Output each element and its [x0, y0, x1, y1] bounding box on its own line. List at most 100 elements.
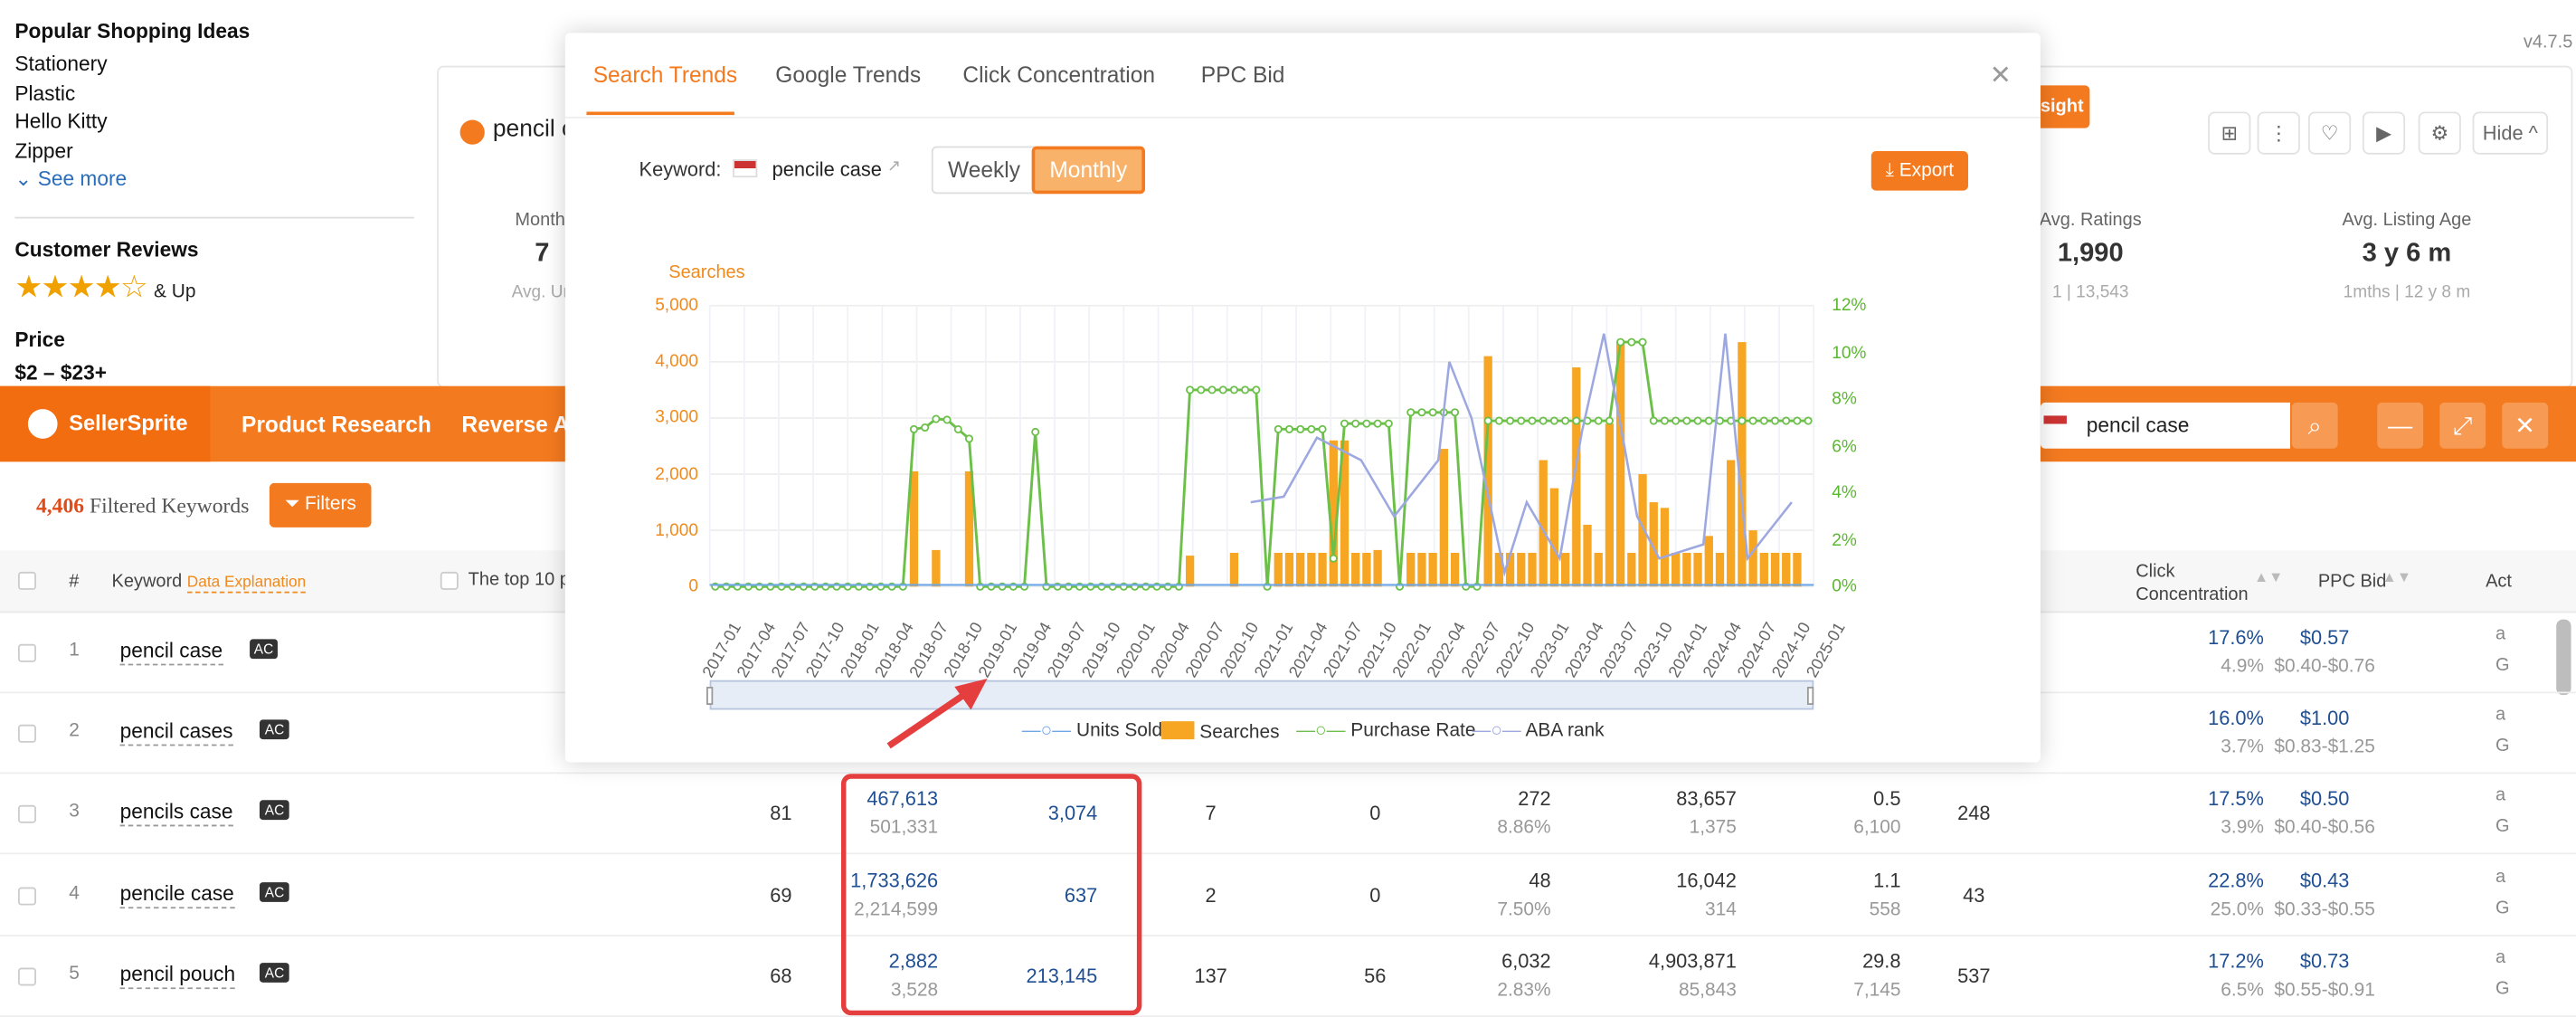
row-number: 5: [69, 964, 80, 984]
cell-c: 637: [1064, 883, 1098, 908]
row-checkbox[interactable]: [17, 643, 36, 662]
google-icon[interactable]: G: [2496, 979, 2510, 1000]
price-range[interactable]: $2 – $23+: [14, 361, 108, 385]
searches-bar: [1274, 552, 1283, 587]
keyword-link[interactable]: pencil cases: [119, 719, 233, 746]
purchase-rate-point: [1208, 385, 1217, 394]
purchase-rate-line: [715, 340, 1809, 588]
keyword-link[interactable]: pencile case: [119, 882, 234, 909]
hide-button[interactable]: Hide ^: [2472, 111, 2549, 155]
y-axis-label: Searches: [668, 262, 745, 283]
purchase-rate-point: [1528, 416, 1537, 425]
searches-bar: [1682, 552, 1691, 587]
amazon-icon[interactable]: a: [2496, 947, 2506, 968]
zoom-slider[interactable]: [709, 680, 1814, 710]
stat-listing-age: Avg. Listing Age 3 y 6 m 1mths | 12 y 8 m: [2342, 210, 2472, 303]
heart-icon[interactable]: ♡: [2307, 111, 2352, 155]
searches-bar: [1229, 552, 1239, 587]
keyword-value[interactable]: pencile case: [772, 157, 882, 181]
gear-icon[interactable]: ⚙: [2418, 111, 2461, 155]
keyword-link[interactable]: pencil pouch: [119, 963, 236, 990]
searches-bar: [1770, 552, 1780, 587]
purchase-rate-point: [1384, 419, 1393, 428]
cell-f2: 2.83%: [1497, 981, 1551, 1001]
col-click-concentration[interactable]: Click Concentration: [2136, 562, 2249, 605]
cell-e: 0: [1369, 883, 1381, 908]
amazon-icon[interactable]: a: [2496, 704, 2506, 725]
minimize-icon[interactable]: —: [2377, 402, 2424, 449]
row-checkbox[interactable]: [17, 724, 36, 743]
legend-units-sold[interactable]: —○— Units Sold: [1021, 721, 1163, 741]
insight-button[interactable]: sight: [2040, 85, 2090, 128]
tab-ppc-bid[interactable]: PPC Bid: [1200, 62, 1285, 88]
row-checkbox[interactable]: [17, 967, 36, 986]
searches-bar: [1560, 552, 1570, 587]
searches-bar: [1572, 367, 1581, 587]
purchase-rate-point: [1186, 385, 1195, 394]
searches-bar: [1649, 502, 1658, 587]
slider-handle-left[interactable]: [706, 687, 714, 705]
select-all-checkbox[interactable]: [17, 571, 36, 590]
more-icon[interactable]: ⋮: [2257, 111, 2300, 155]
search-trends-modal: Search Trends Google Trends Click Concen…: [564, 33, 2041, 763]
table-row[interactable]: [0, 856, 2576, 937]
external-link-icon[interactable]: ↗: [886, 157, 902, 176]
keyword-link[interactable]: pencils case: [119, 800, 233, 827]
google-icon[interactable]: G: [2496, 655, 2510, 676]
nav-product-research[interactable]: Product Research: [242, 412, 431, 438]
legend-purchase-rate[interactable]: —○— Purchase Rate: [1296, 721, 1476, 741]
see-more-link[interactable]: ⌄ See more: [14, 167, 128, 191]
filters-button[interactable]: ⏷ Filters: [269, 482, 372, 528]
export-button[interactable]: ⤓ Export: [1870, 151, 1968, 191]
scrollbar[interactable]: [2556, 619, 2571, 696]
idea-item[interactable]: Plastic: [14, 81, 76, 105]
grid-icon[interactable]: ⊞: [2208, 111, 2251, 155]
sort-icon[interactable]: ▲▼: [2382, 568, 2412, 585]
monthly-button[interactable]: Monthly: [1031, 146, 1145, 195]
tab-google-trends[interactable]: Google Trends: [775, 62, 922, 88]
slider-handle-right[interactable]: [1806, 687, 1814, 705]
cell-h1: 0.5: [1873, 786, 1901, 811]
cell-h1: 1.1: [1873, 869, 1901, 892]
nav-reverse-asin[interactable]: Reverse As: [461, 412, 582, 438]
idea-item[interactable]: Stationery: [14, 52, 108, 76]
amazon-icon[interactable]: a: [2496, 624, 2506, 644]
table-row[interactable]: [0, 693, 2576, 775]
purchase-rate-point: [953, 424, 962, 434]
video-icon[interactable]: ▶: [2362, 111, 2406, 155]
google-icon[interactable]: G: [2496, 898, 2510, 919]
tab-click-concentration[interactable]: Click Concentration: [962, 62, 1155, 88]
legend-searches[interactable]: Searches: [1161, 721, 1280, 743]
idea-item[interactable]: Zipper: [14, 138, 73, 162]
idea-item[interactable]: Hello Kitty: [14, 109, 108, 134]
weekly-button[interactable]: Weekly: [948, 157, 1020, 183]
amazon-icon[interactable]: a: [2496, 867, 2506, 888]
top10-checkbox[interactable]: [440, 571, 459, 590]
purchase-rate-point: [1340, 419, 1350, 428]
google-icon[interactable]: G: [2496, 816, 2510, 837]
expand-icon[interactable]: ⤢: [2439, 402, 2486, 449]
amazon-icon[interactable]: a: [2496, 784, 2506, 805]
row-checkbox[interactable]: [17, 887, 36, 906]
row-checkbox[interactable]: [17, 804, 36, 823]
cell-b1: 2,882: [888, 949, 939, 973]
keyword-link[interactable]: pencil case: [119, 639, 223, 666]
data-explanation-link[interactable]: Data Explanation: [186, 573, 307, 594]
search-box[interactable]: pencil case: [2040, 402, 2290, 449]
search-input[interactable]: pencil case: [2086, 413, 2190, 438]
table-row[interactable]: [0, 774, 2576, 855]
sort-icon[interactable]: ▲▼: [2254, 568, 2284, 585]
rating-filter[interactable]: ★★★★☆ & Up: [14, 271, 196, 306]
search-icon[interactable]: ⌕: [2291, 402, 2338, 449]
cell-g1: 16,042: [1676, 869, 1737, 892]
google-icon[interactable]: G: [2496, 736, 2510, 756]
legend-aba-rank[interactable]: —○— ABA rank: [1472, 721, 1605, 741]
table-row[interactable]: [0, 936, 2576, 1017]
searches-bar: [1549, 488, 1559, 587]
tab-search-trends[interactable]: Search Trends: [592, 62, 738, 88]
cell-f2: 8.86%: [1497, 818, 1551, 839]
close-icon[interactable]: ✕: [2502, 402, 2549, 449]
col-ppc-bid[interactable]: PPC Bid: [2317, 571, 2387, 592]
close-icon[interactable]: ✕: [1989, 62, 2012, 90]
click-concentration-sub: 3.7%: [2221, 737, 2264, 758]
